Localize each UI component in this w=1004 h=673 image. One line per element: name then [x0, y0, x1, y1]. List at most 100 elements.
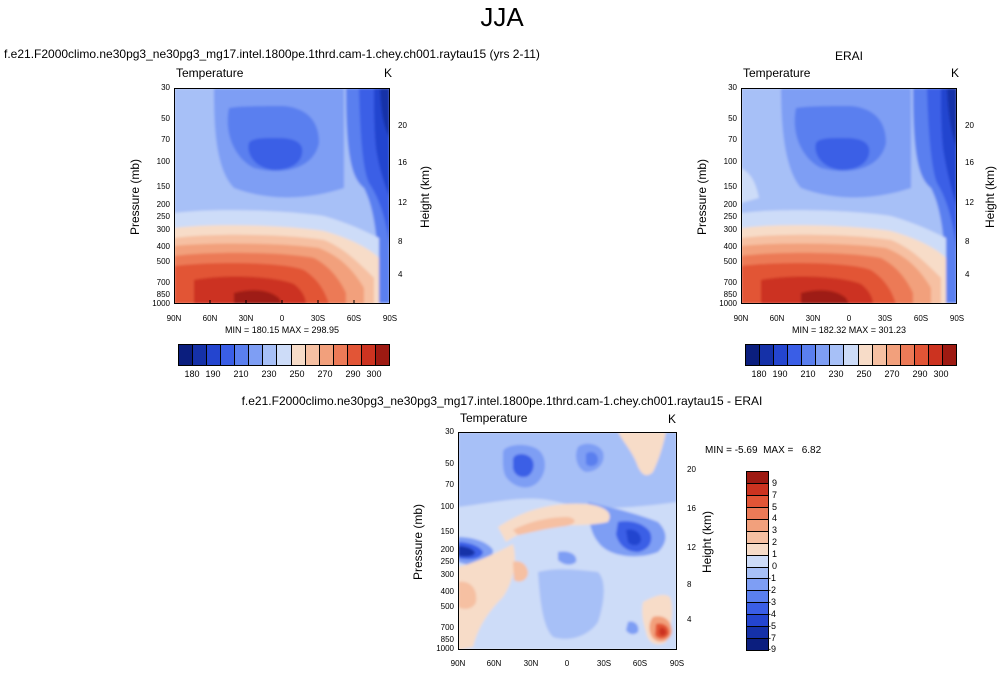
colorbar-label: 250 [289, 369, 305, 379]
colorbar-swatch [747, 603, 768, 616]
colorbar-label: -1 [768, 573, 777, 583]
colorbar-label: 270 [884, 369, 900, 379]
y-tick: 30 [445, 427, 454, 436]
y-tick: 50 [161, 114, 170, 123]
colorbar-swatch [802, 345, 817, 365]
colorbar-swatch [830, 345, 845, 365]
x-tick: 60S [346, 314, 362, 323]
colorbar-swatch [179, 345, 194, 365]
diff-title: f.e21.F2000climo.ne30pg3_ne30pg3_mg17.in… [241, 394, 763, 408]
colorbar-swatch [319, 345, 334, 365]
colorbar-label: 5 [772, 502, 778, 512]
colorbar-swatch [747, 555, 768, 568]
colorbar-swatch [747, 579, 768, 592]
y-tick: 850 [440, 635, 454, 644]
colorbar-swatch [747, 483, 768, 496]
height-tick: 4 [965, 270, 970, 279]
y-tick: 1000 [436, 644, 454, 653]
model-title: f.e21.F2000climo.ne30pg3_ne30pg3_mg17.in… [4, 47, 540, 61]
colorbar-swatch [277, 345, 292, 365]
y-tick: 50 [445, 459, 454, 468]
height-tick: 16 [965, 158, 974, 167]
diff-plot [458, 432, 677, 650]
colorbar-swatch [193, 345, 208, 365]
y-tick: 70 [728, 135, 737, 144]
colorbar-label: -9 [768, 644, 777, 654]
model-ylabel-right: Height (km) [418, 166, 432, 229]
y-tick: 400 [156, 242, 170, 251]
colorbar-label: 250 [856, 369, 872, 379]
y-tick: 30 [161, 83, 170, 92]
colorbar-label: 2 [772, 537, 778, 547]
obs-minmax: MIN = 182.32 MAX = 301.23 [791, 325, 907, 335]
colorbar-swatch [858, 345, 873, 365]
y-tick: 850 [156, 290, 170, 299]
colorbar-label: 190 [205, 369, 221, 379]
diff-contours [458, 432, 677, 650]
height-tick: 8 [687, 580, 692, 589]
colorbar-label: 290 [912, 369, 928, 379]
x-tick: 90N [166, 314, 182, 323]
obs-title: ERAI [834, 49, 863, 63]
colorbar-swatch [747, 507, 768, 520]
obs-colorbar [745, 344, 957, 366]
colorbar-swatch [747, 567, 768, 580]
page-title: JJA [480, 2, 524, 32]
colorbar-label: -2 [768, 585, 777, 595]
height-tick: 16 [687, 504, 696, 513]
colorbar-swatch [760, 345, 775, 365]
colorbar-label: 230 [828, 369, 844, 379]
x-tick: 0 [846, 314, 852, 323]
y-tick: 250 [156, 212, 170, 221]
y-tick: 150 [440, 527, 454, 536]
height-tick: 8 [398, 237, 403, 246]
colorbar-swatch [249, 345, 264, 365]
y-tick: 100 [156, 157, 170, 166]
x-tick: 60S [913, 314, 929, 323]
height-tick: 12 [687, 543, 696, 552]
y-tick: 700 [156, 278, 170, 287]
colorbar-swatch [914, 345, 929, 365]
obs-right-label: K [951, 66, 960, 80]
colorbar-swatch [788, 345, 803, 365]
colorbar-swatch [263, 345, 278, 365]
y-tick: 1000 [152, 299, 170, 308]
colorbar-label: 210 [233, 369, 249, 379]
x-tick: 90S [669, 659, 685, 668]
x-tick: 30S [310, 314, 326, 323]
x-tick: 30N [523, 659, 539, 668]
colorbar-label: 180 [751, 369, 767, 379]
x-tick: 60N [769, 314, 785, 323]
colorbar-swatch [747, 543, 768, 556]
colorbar-swatch [900, 345, 915, 365]
colorbar-label: 270 [317, 369, 333, 379]
colorbar-label: 1 [772, 549, 778, 559]
y-tick: 250 [440, 557, 454, 566]
y-tick: 50 [728, 114, 737, 123]
y-tick: 70 [445, 480, 454, 489]
y-tick: 500 [440, 602, 454, 611]
colorbar-label: 4 [772, 513, 778, 523]
colorbar-label: 290 [345, 369, 361, 379]
obs-contours [741, 88, 957, 304]
colorbar-swatch [746, 345, 761, 365]
x-tick: 60N [202, 314, 218, 323]
y-tick: 500 [156, 257, 170, 266]
model-minmax: MIN = 180.15 MAX = 298.95 [224, 325, 340, 335]
height-tick: 20 [965, 121, 974, 130]
colorbar-swatch [747, 639, 768, 651]
x-tick: 30N [238, 314, 254, 323]
diff-right-label: K [668, 412, 677, 426]
height-tick: 8 [965, 237, 970, 246]
colorbar-label: -4 [768, 609, 777, 619]
y-tick: 700 [440, 623, 454, 632]
colorbar-label: 0 [772, 561, 778, 571]
colorbar-label: 9 [772, 478, 778, 488]
colorbar-label: 300 [366, 369, 382, 379]
height-tick: 4 [687, 615, 692, 624]
obs-ylabel: Pressure (mb) [695, 159, 709, 236]
colorbar-label: 3 [772, 525, 778, 535]
colorbar-swatch [886, 345, 901, 365]
colorbar-swatch [942, 345, 956, 365]
height-tick: 20 [687, 465, 696, 474]
